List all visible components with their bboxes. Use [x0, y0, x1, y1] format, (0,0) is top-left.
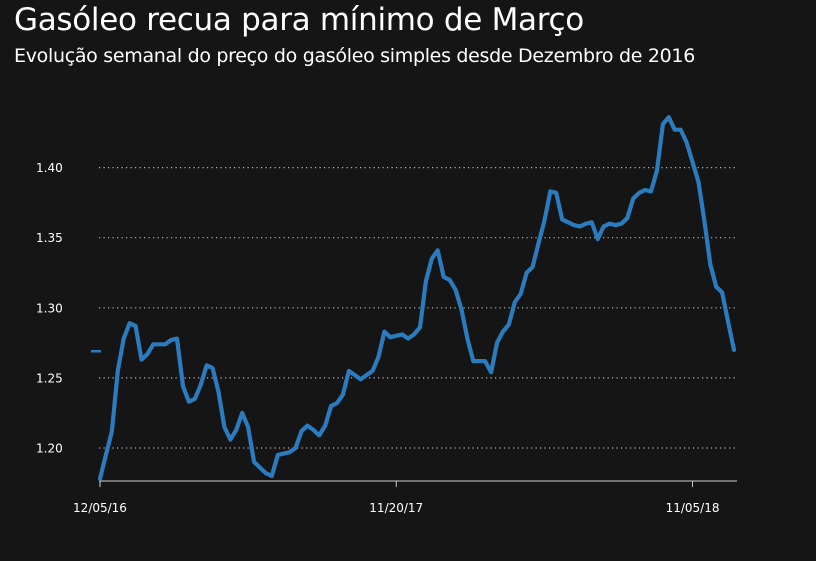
y-tick-label: 1.40 [36, 161, 63, 175]
y-tick-label: 1.30 [36, 301, 63, 315]
series-line [97, 114, 737, 481]
chart-title: Gasóleo recua para mínimo de Março [14, 2, 584, 38]
x-tick-label: 11/05/18 [666, 501, 720, 515]
x-tick-label: 11/20/17 [369, 501, 423, 515]
y-tick-label: 1.20 [36, 442, 63, 456]
x-tick-label: 12/05/16 [73, 501, 127, 515]
y-tick-label: 1.35 [36, 231, 63, 245]
y-tick-label: 1.25 [36, 371, 63, 385]
chart-subtitle: Evolução semanal do preço do gasóleo sim… [14, 45, 695, 67]
